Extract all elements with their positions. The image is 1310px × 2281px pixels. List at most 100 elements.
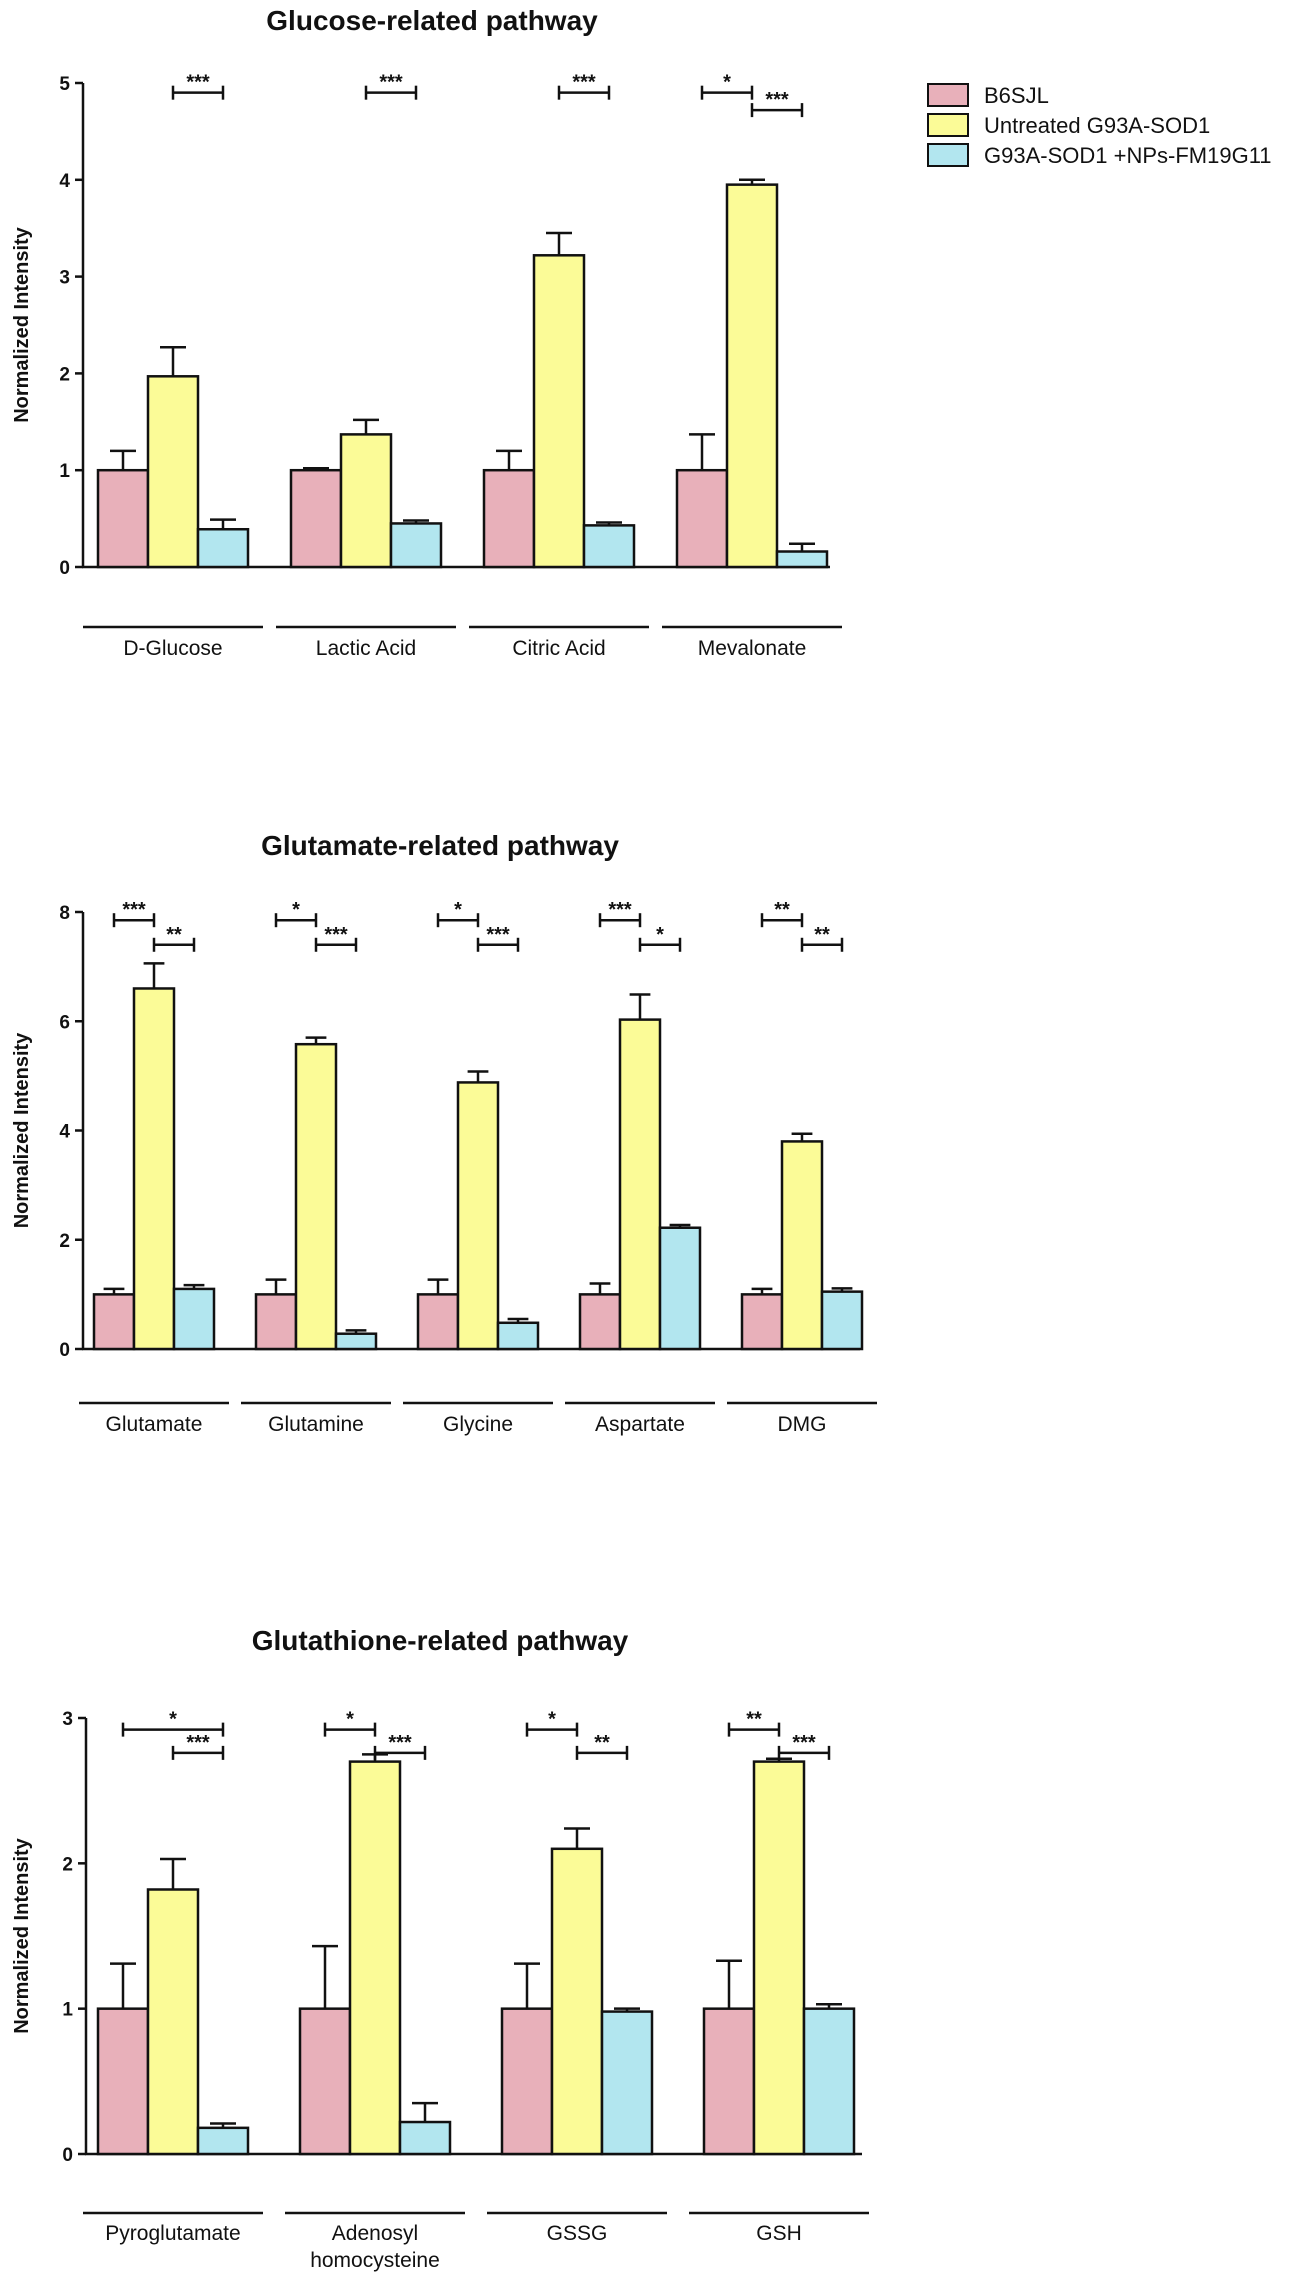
legend: B6SJL Untreated G93A-SOD1 G93A-SOD1 +NPs-F… <box>927 83 1272 168</box>
y-tick-label: 2 <box>62 1854 73 1875</box>
bar <box>398 2120 452 2156</box>
bar <box>780 1140 824 1351</box>
bar <box>740 1293 784 1351</box>
legend-label: Untreated G93A-SOD1 <box>984 113 1210 138</box>
bar <box>196 527 250 569</box>
bar <box>289 468 343 569</box>
category-label: DMG <box>778 1413 827 1436</box>
significance-label: * <box>723 72 731 94</box>
legend-swatch <box>927 143 969 167</box>
category-label: Lactic Acid <box>316 637 416 660</box>
significance-label: *** <box>572 72 596 94</box>
significance-label: *** <box>765 89 789 111</box>
significance-label: ** <box>774 899 790 921</box>
bar <box>496 1321 540 1351</box>
significance-label: * <box>292 899 300 921</box>
chart-layer: Glucose-related pathway Normalized Intens… <box>11 5 877 2272</box>
category-label: Glutamate <box>106 1413 203 1436</box>
bar <box>482 468 536 569</box>
category-label: GSSG <box>547 2222 608 2245</box>
chart-title: Glucose-related pathway <box>266 5 598 36</box>
y-axis-label: Normalized Intensity <box>11 226 33 422</box>
chart-panel-1: Glucose-related pathway Normalized Intens… <box>11 5 842 660</box>
significance-label: ** <box>814 924 830 946</box>
legend-swatch <box>927 113 969 137</box>
significance-label: *** <box>186 72 210 94</box>
bar <box>702 2007 756 2156</box>
significance-label: * <box>346 1709 354 1731</box>
bar <box>146 375 200 569</box>
bar <box>600 2010 654 2156</box>
category-label: Glycine <box>443 1413 513 1436</box>
significance-label: *** <box>324 924 348 946</box>
chart-title: Glutathione-related pathway <box>252 1625 629 1656</box>
chart-title: Glutamate-related pathway <box>261 830 619 861</box>
bar <box>550 1847 604 2156</box>
bar <box>298 2007 352 2156</box>
bar <box>348 1760 402 2156</box>
bar <box>820 1290 864 1351</box>
bar <box>456 1081 500 1351</box>
significance-label: * <box>454 899 462 921</box>
y-tick-label: 8 <box>59 903 70 924</box>
legend-swatch <box>927 83 969 107</box>
chart-panel-2: Glutamate-related pathway Normalized Inte… <box>11 830 877 1436</box>
significance-label: * <box>656 924 664 946</box>
bar <box>339 433 393 569</box>
bar <box>802 2007 856 2156</box>
y-tick-label: 4 <box>59 1122 70 1143</box>
bar <box>752 1760 806 2156</box>
bar <box>389 522 443 569</box>
y-tick-label: 3 <box>59 268 70 289</box>
bar <box>532 254 586 569</box>
y-tick-label: 5 <box>59 74 70 95</box>
bar <box>294 1042 338 1351</box>
bar <box>675 468 729 569</box>
bar <box>196 2126 250 2156</box>
bar <box>132 987 176 1351</box>
chart-panel-3: Glutathione-related pathway Normalized In… <box>11 1625 869 2272</box>
y-tick-label: 6 <box>59 1012 70 1033</box>
significance-label: *** <box>379 72 403 94</box>
category-label: Pyroglutamate <box>105 2222 240 2245</box>
bar <box>92 1293 136 1351</box>
y-tick-label: 0 <box>59 1340 70 1361</box>
bar <box>578 1293 622 1351</box>
y-tick-label: 1 <box>59 461 70 482</box>
legend-label: G93A-SOD1 +NPs-FM19G11 <box>984 143 1272 168</box>
bar <box>618 1018 662 1351</box>
bar <box>334 1332 378 1351</box>
significance-label: *** <box>486 924 510 946</box>
y-axis-label: Normalized Intensity <box>11 1837 33 2033</box>
bar <box>658 1226 702 1351</box>
y-tick-label: 3 <box>62 1709 73 1730</box>
y-tick-label: 0 <box>59 558 70 579</box>
legend-label: B6SJL <box>984 83 1049 108</box>
bar <box>172 1287 216 1351</box>
bar <box>96 468 150 569</box>
y-tick-label: 2 <box>59 364 70 385</box>
bar <box>725 183 779 569</box>
category-label: Mevalonate <box>698 637 807 660</box>
significance-label: *** <box>122 899 146 921</box>
bar <box>500 2007 554 2156</box>
y-tick-label: 0 <box>62 2145 73 2166</box>
significance-label: * <box>548 1709 556 1731</box>
bar <box>416 1293 460 1351</box>
significance-label: ** <box>166 924 182 946</box>
category-label: Citric Acid <box>512 637 605 660</box>
category-label: GSH <box>756 2222 802 2245</box>
significance-label: *** <box>388 1732 412 1754</box>
significance-label: *** <box>186 1732 210 1754</box>
bar <box>775 550 829 569</box>
category-label: Glutamine <box>268 1413 364 1436</box>
category-label: homocysteine <box>310 2249 440 2272</box>
y-tick-label: 2 <box>59 1231 70 1252</box>
category-label: D-Glucose <box>123 637 222 660</box>
y-axis-label: Normalized Intensity <box>11 1032 33 1228</box>
bar <box>582 524 636 569</box>
significance-label: *** <box>792 1732 816 1754</box>
category-label: Adenosyl <box>332 2222 418 2245</box>
bar <box>96 2007 150 2156</box>
significance-label: ** <box>746 1709 762 1731</box>
